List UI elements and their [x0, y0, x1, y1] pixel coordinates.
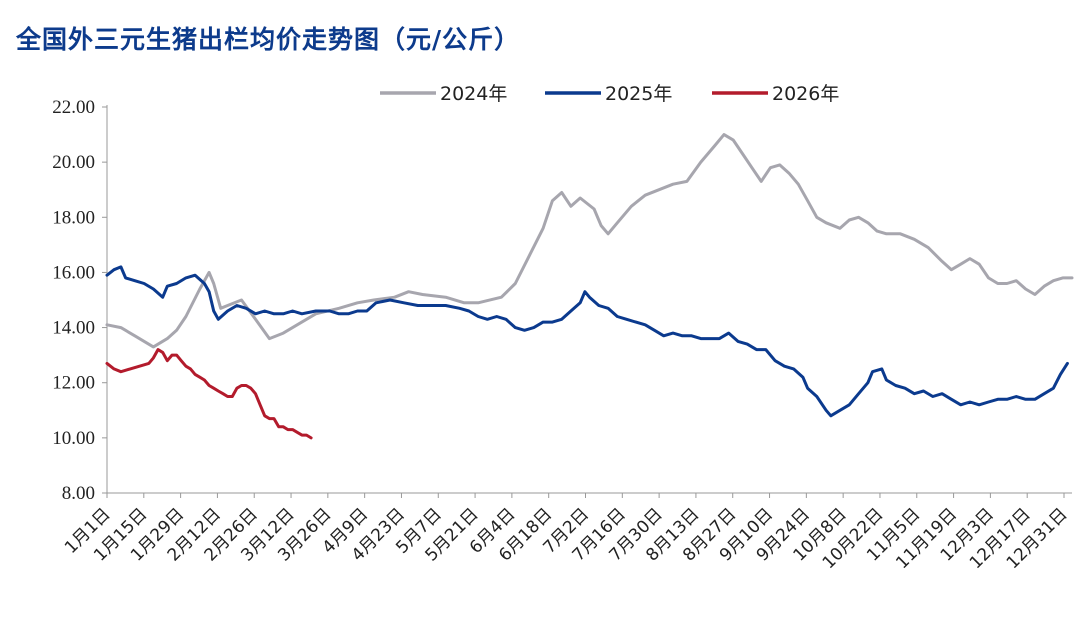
series-line-2026年 [105, 348, 313, 440]
y-tick-label: 20.00 [52, 152, 95, 173]
y-tick-label: 18.00 [52, 207, 95, 228]
y-tick-label: 10.00 [52, 428, 95, 449]
series-layer [105, 133, 1074, 440]
legend-label: 2025年 [605, 83, 672, 105]
legend: 2024年 2025年 2026年 [380, 83, 839, 105]
y-axis: 8.00 10.00 12.00 14.00 16.00 18.00 20.00 22.00 [52, 97, 108, 504]
chart-title: 全国外三元生猪出栏均价走势图（元/公斤） [16, 25, 521, 54]
legend-label: 2024年 [440, 83, 507, 105]
series-line-2025年 [105, 265, 1069, 418]
x-axis: 1月1日1月15日1月29日2月12日2月26日3月12日3月26日4月9日4月… [61, 492, 1072, 573]
y-tick-label: 22.00 [52, 97, 95, 118]
y-tick-label: 14.00 [52, 318, 95, 339]
y-tick-label: 12.00 [52, 373, 95, 394]
y-tick-label: 16.00 [52, 262, 95, 283]
series-line-2024年 [105, 133, 1074, 349]
legend-label: 2026年 [772, 83, 839, 105]
y-tick-label: 8.00 [62, 483, 95, 504]
